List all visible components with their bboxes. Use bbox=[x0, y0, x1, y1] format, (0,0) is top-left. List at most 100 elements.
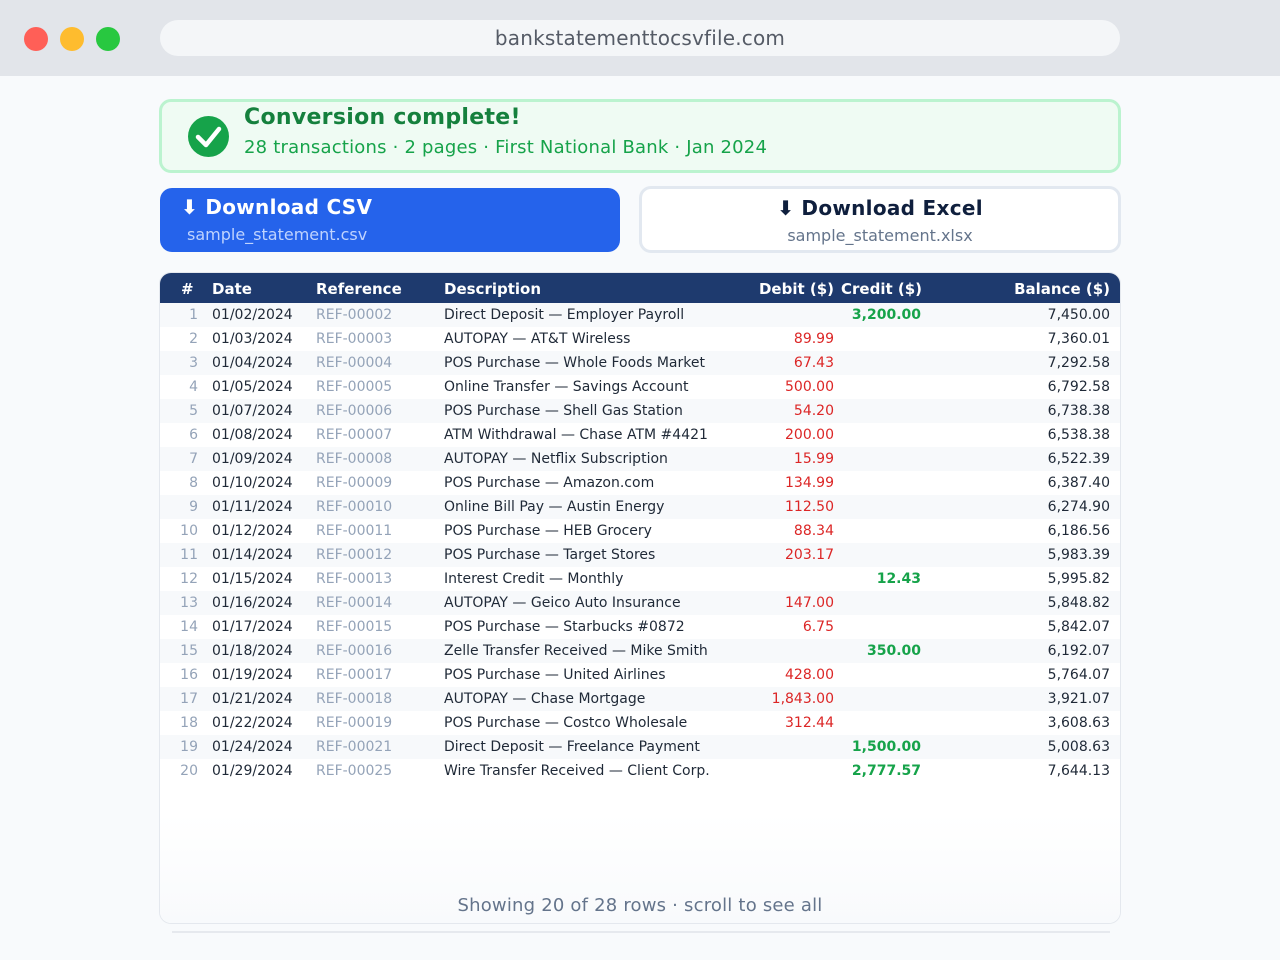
row-date: 01/29/2024 bbox=[212, 763, 293, 779]
banner-title: Conversion complete! bbox=[244, 105, 521, 130]
window-close-button[interactable] bbox=[24, 27, 48, 51]
table-row[interactable]: 7 01/09/2024 REF-00008 AUTOPAY — Netflix Su… bbox=[160, 447, 1120, 471]
row-reference: REF-00012 bbox=[316, 547, 393, 563]
table-row[interactable]: 18 01/22/2024 REF-00019 POS Purchase — Cost… bbox=[160, 711, 1120, 735]
row-debit: 54.20 bbox=[793, 403, 834, 419]
row-number: 18 bbox=[180, 715, 198, 731]
table-bottom-area bbox=[160, 813, 1120, 923]
row-description: AUTOPAY — AT&T Wireless bbox=[444, 331, 631, 347]
table-row[interactable]: 17 01/21/2024 REF-00018 AUTOPAY — Chase Mor… bbox=[160, 687, 1120, 711]
row-balance: 7,644.13 bbox=[1047, 763, 1110, 779]
row-credit: 3,200.00 bbox=[851, 307, 921, 323]
window-minimize-button[interactable] bbox=[60, 27, 84, 51]
row-number: 2 bbox=[189, 331, 198, 347]
row-number: 4 bbox=[189, 379, 198, 395]
row-number: 20 bbox=[180, 763, 198, 779]
rows-count-note: Showing 20 of 28 rows · scroll to see al… bbox=[457, 895, 823, 916]
row-reference: REF-00014 bbox=[316, 595, 393, 611]
table-row[interactable]: 2 01/03/2024 REF-00003 AUTOPAY — AT&T Wirel… bbox=[160, 327, 1120, 351]
download-excel-filename: sample_statement.xlsx bbox=[787, 226, 973, 245]
table-row[interactable]: 8 01/10/2024 REF-00009 POS Purchase — Amazo… bbox=[160, 471, 1120, 495]
download-excel-button[interactable]: ⬇ Download Excel sample_statement.xlsx bbox=[639, 186, 1121, 253]
table-body: 1 01/02/2024 REF-00002 Direct Deposit — Emp… bbox=[160, 303, 1120, 783]
row-date: 01/08/2024 bbox=[212, 427, 293, 443]
row-number: 15 bbox=[180, 643, 198, 659]
row-credit: 350.00 bbox=[866, 643, 921, 659]
row-balance: 6,274.90 bbox=[1047, 499, 1110, 515]
row-debit: 89.99 bbox=[793, 331, 834, 347]
row-number: 7 bbox=[189, 451, 198, 467]
row-date: 01/22/2024 bbox=[212, 715, 293, 731]
transactions-table[interactable]: # Date Reference Description Debit ($) C… bbox=[159, 272, 1121, 924]
table-row[interactable]: 14 01/17/2024 REF-00015 POS Purchase — Star… bbox=[160, 615, 1120, 639]
column-header-date[interactable]: Date bbox=[212, 280, 252, 298]
row-number: 12 bbox=[180, 571, 198, 587]
table-row[interactable]: 6 01/08/2024 REF-00007 ATM Withdrawal — Cha… bbox=[160, 423, 1120, 447]
row-description: Zelle Transfer Received — Mike Smith bbox=[444, 643, 708, 659]
row-debit: 112.50 bbox=[785, 499, 834, 515]
table-row[interactable]: 12 01/15/2024 REF-00013 Interest Credit — M… bbox=[160, 567, 1120, 591]
row-balance: 7,450.00 bbox=[1047, 307, 1110, 323]
table-row[interactable]: 13 01/16/2024 REF-00014 AUTOPAY — Geico Aut… bbox=[160, 591, 1120, 615]
row-debit: 203.17 bbox=[785, 547, 834, 563]
download-csv-label: ⬇ Download CSV bbox=[181, 195, 373, 219]
column-header-reference[interactable]: Reference bbox=[316, 280, 402, 298]
table-row[interactable]: 11 01/14/2024 REF-00012 POS Purchase — Targ… bbox=[160, 543, 1120, 567]
table-row[interactable]: 3 01/04/2024 REF-00004 POS Purchase — Whole… bbox=[160, 351, 1120, 375]
table-row[interactable]: 9 01/11/2024 REF-00010 Online Bill Pay — Au… bbox=[160, 495, 1120, 519]
row-debit: 15.99 bbox=[793, 451, 834, 467]
row-debit: 6.75 bbox=[802, 619, 834, 635]
row-date: 01/16/2024 bbox=[212, 595, 293, 611]
row-balance: 6,192.07 bbox=[1047, 643, 1110, 659]
row-credit: 1,500.00 bbox=[851, 739, 921, 755]
column-header-description[interactable]: Description bbox=[444, 280, 542, 298]
column-header-debit[interactable]: Debit ($) bbox=[758, 280, 834, 298]
row-number: 5 bbox=[189, 403, 198, 419]
table-row[interactable]: 15 01/18/2024 REF-00016 Zelle Transfer Rece… bbox=[160, 639, 1120, 663]
row-date: 01/11/2024 bbox=[212, 499, 293, 515]
table-header: # Date Reference Description Debit ($) C… bbox=[160, 273, 1120, 303]
row-description: AUTOPAY — Geico Auto Insurance bbox=[444, 595, 681, 611]
divider bbox=[172, 931, 1110, 933]
row-balance: 6,738.38 bbox=[1047, 403, 1110, 419]
table-row[interactable]: 20 01/29/2024 REF-00025 Wire Transfer Recei… bbox=[160, 759, 1120, 783]
row-description: POS Purchase — Amazon.com bbox=[444, 475, 655, 491]
row-date: 01/09/2024 bbox=[212, 451, 293, 467]
table-row[interactable]: 16 01/19/2024 REF-00017 POS Purchase — Unit… bbox=[160, 663, 1120, 687]
row-debit: 500.00 bbox=[785, 379, 834, 395]
table-row[interactable]: 1 01/02/2024 REF-00002 Direct Deposit — Emp… bbox=[160, 303, 1120, 327]
row-number: 13 bbox=[180, 595, 198, 611]
row-date: 01/21/2024 bbox=[212, 691, 293, 707]
download-csv-button[interactable]: ⬇ Download CSV sample_statement.csv bbox=[160, 188, 620, 252]
row-date: 01/14/2024 bbox=[212, 547, 293, 563]
row-debit: 200.00 bbox=[785, 427, 834, 443]
row-reference: REF-00021 bbox=[316, 739, 393, 755]
row-balance: 3,921.07 bbox=[1047, 691, 1110, 707]
row-date: 01/18/2024 bbox=[212, 643, 293, 659]
window-maximize-button[interactable] bbox=[96, 27, 120, 51]
browser-chrome: bankstatementtocsvfile.com bbox=[0, 0, 1280, 76]
column-header-number[interactable]: # bbox=[181, 280, 194, 298]
address-bar[interactable]: bankstatementtocsvfile.com bbox=[160, 20, 1120, 56]
download-csv-filename: sample_statement.csv bbox=[187, 225, 368, 244]
row-debit: 134.99 bbox=[785, 475, 834, 491]
column-header-credit[interactable]: Credit ($) bbox=[841, 280, 922, 298]
row-description: POS Purchase — Target Stores bbox=[444, 547, 656, 563]
table-row[interactable]: 4 01/05/2024 REF-00005 Online Transfer — Sa… bbox=[160, 375, 1120, 399]
row-reference: REF-00019 bbox=[316, 715, 393, 731]
row-date: 01/05/2024 bbox=[212, 379, 293, 395]
row-debit: 88.34 bbox=[793, 523, 834, 539]
row-reference: REF-00025 bbox=[316, 763, 393, 779]
row-description: Online Bill Pay — Austin Energy bbox=[444, 499, 665, 515]
row-number: 10 bbox=[180, 523, 198, 539]
row-description: AUTOPAY — Chase Mortgage bbox=[444, 691, 646, 707]
table-row[interactable]: 10 01/12/2024 REF-00011 POS Purchase — HEB … bbox=[160, 519, 1120, 543]
row-reference: REF-00004 bbox=[316, 355, 393, 371]
row-balance: 6,792.58 bbox=[1047, 379, 1110, 395]
download-excel-label: ⬇ Download Excel bbox=[777, 196, 983, 220]
table-row[interactable]: 19 01/24/2024 REF-00021 Direct Deposit — Fr… bbox=[160, 735, 1120, 759]
row-reference: REF-00002 bbox=[316, 307, 393, 323]
row-number: 17 bbox=[180, 691, 198, 707]
table-row[interactable]: 5 01/07/2024 REF-00006 POS Purchase — Shell… bbox=[160, 399, 1120, 423]
column-header-balance[interactable]: Balance ($) bbox=[1014, 280, 1110, 298]
